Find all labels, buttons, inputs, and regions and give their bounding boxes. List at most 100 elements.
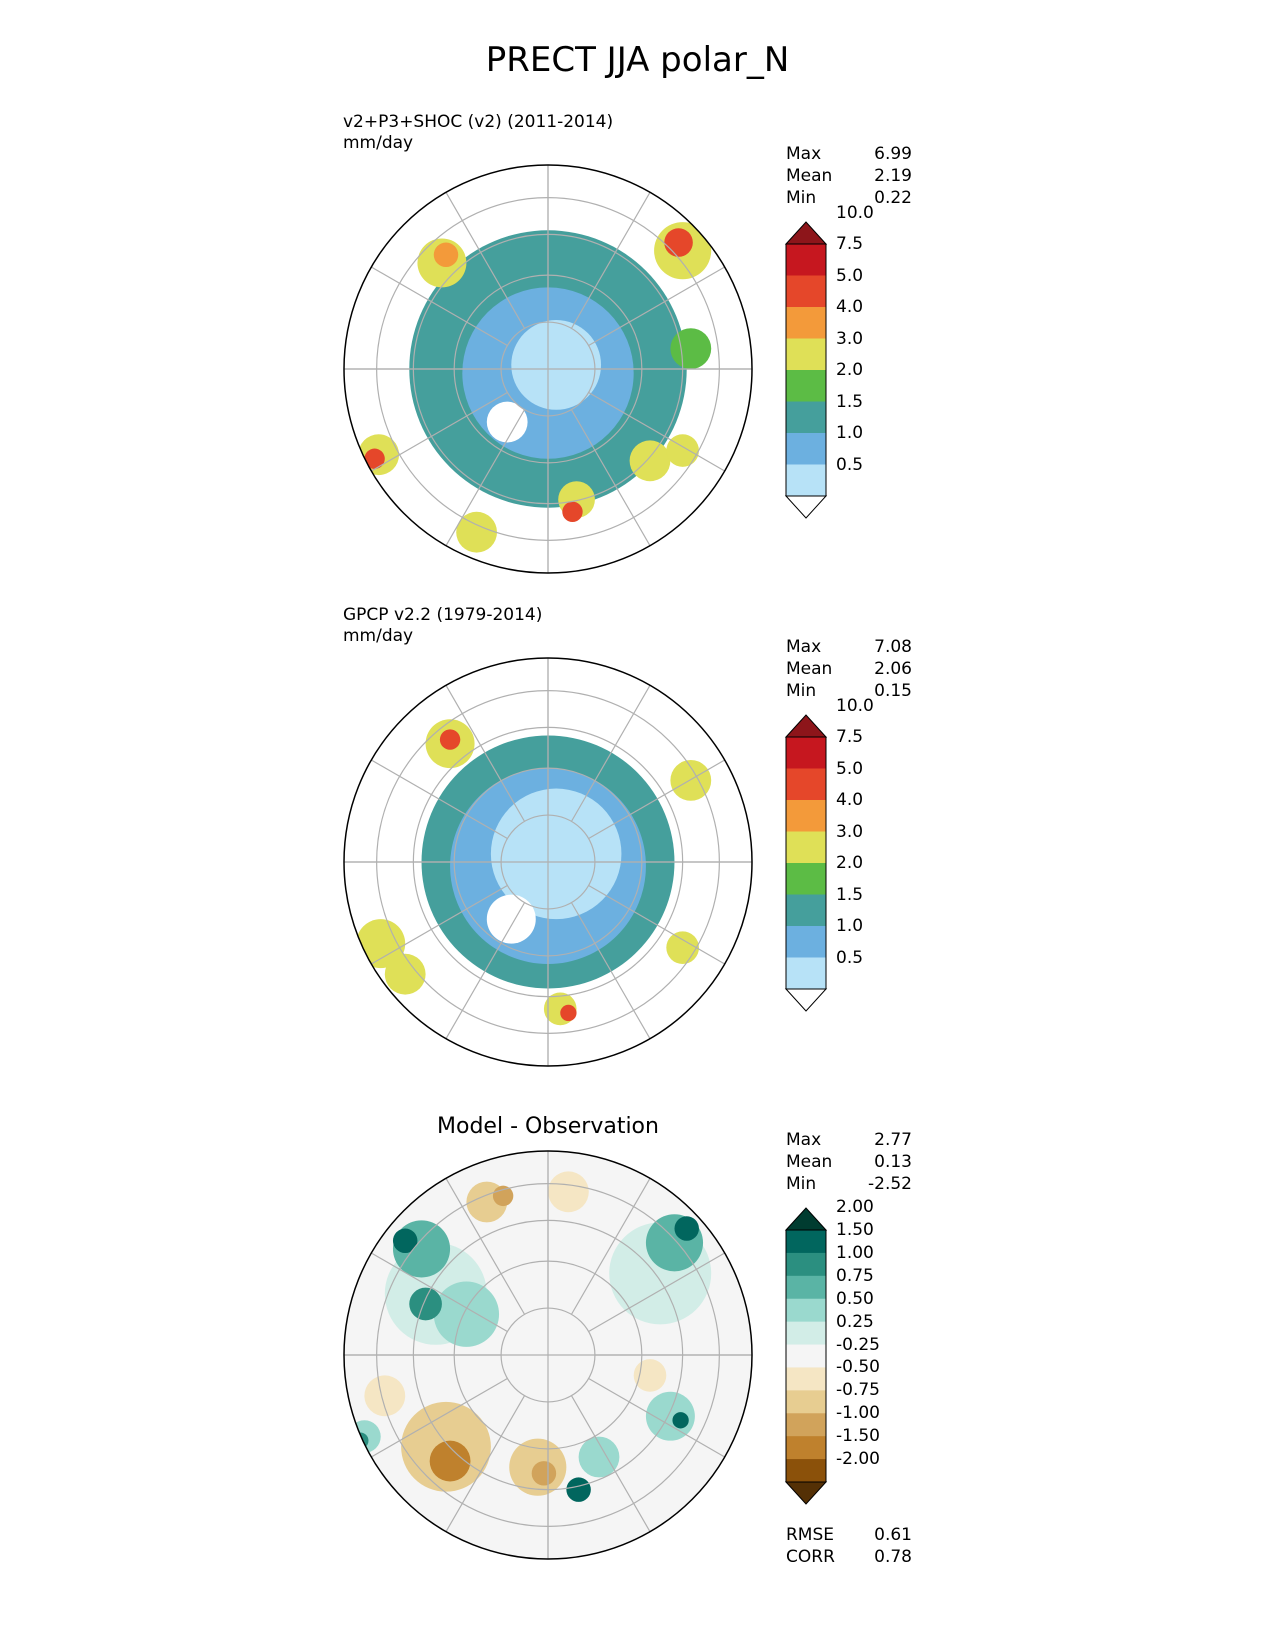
colorbar-tick-label: 4.0 — [836, 790, 864, 810]
colorbar-labels: 0.5 1.0 1.5 2.0 3.0 4.0 5.0 7.5 10.0 — [836, 203, 916, 520]
map-region — [664, 228, 693, 257]
colorbar-band — [786, 1459, 826, 1483]
map-region — [670, 760, 712, 801]
colorbar-tick-label: 4.0 — [836, 297, 864, 317]
longitude-gridline — [371, 1377, 508, 1458]
colorbar-tick-label: 3.0 — [836, 328, 864, 349]
map-region — [384, 953, 426, 995]
longitude-gridline — [445, 192, 526, 329]
colorbar-tick-label: 3.0 — [836, 821, 864, 842]
panel-model: v2+P3+SHOC (v2) (2011-2014) mm/day Max 6.… — [0, 110, 1275, 580]
stat-max: Max 2.77 — [786, 1130, 912, 1150]
longitude-gridline — [445, 902, 526, 1039]
colorbar-tick-label: 1.0 — [836, 916, 864, 936]
longitude-gridline — [588, 759, 725, 840]
polar-map — [343, 657, 753, 1067]
stat-min: Min 0.22 — [786, 188, 912, 208]
colorbar — [784, 221, 828, 519]
longitude-gridline — [371, 391, 508, 472]
panel-observation: GPCP v2.2 (1979-2014) mm/day Max 7.08 Mea… — [0, 603, 1275, 1073]
map-region — [356, 919, 406, 969]
map-region — [666, 931, 699, 964]
panel-title: v2+P3+SHOC (v2) (2011-2014) mm/day — [343, 112, 613, 154]
colorbar-frame — [785, 1229, 827, 1483]
map-region — [364, 1375, 406, 1417]
panel-title-text: Model - Observation — [437, 1114, 659, 1139]
colorbar-band — [786, 464, 826, 497]
map-boundary — [343, 164, 753, 574]
colorbar-band — [786, 863, 826, 895]
map-region — [511, 320, 602, 410]
map-region — [392, 1228, 418, 1253]
panel-units: mm/day — [343, 133, 414, 153]
colorbar-labels: -2.00 -1.50 -1.00 -0.75 -0.50 -0.25 0.25 0.50 0.… — [836, 1197, 916, 1506]
longitude-gridline — [588, 884, 725, 965]
map-region — [548, 1171, 589, 1213]
polar-map — [343, 1150, 753, 1560]
longitude-gridline — [371, 1252, 508, 1333]
longitude-gridline — [588, 1252, 725, 1333]
colorbar-band — [786, 1436, 826, 1460]
colorbar-tick-label: 1.0 — [836, 423, 864, 443]
map-region — [486, 894, 536, 944]
longitude-gridline — [445, 409, 526, 546]
colorbar-band — [786, 307, 826, 339]
colorbar-band — [786, 800, 826, 832]
longitude-gridline — [371, 884, 508, 965]
colorbar-tick-label: 0.5 — [836, 947, 864, 968]
map-region — [629, 440, 671, 482]
longitude-gridline — [588, 266, 725, 347]
colorbar-band — [786, 894, 826, 927]
map-region — [409, 1287, 442, 1321]
longitude-gridline — [570, 409, 651, 546]
longitude-gridline — [445, 1178, 526, 1315]
colorbar-tick-label: -0.50 — [836, 1357, 880, 1378]
colorbar-band — [786, 957, 826, 990]
colorbar-frame — [785, 243, 827, 497]
colorbar-band — [786, 275, 826, 308]
colorbar-band — [786, 370, 826, 402]
colorbar-tick-label: 0.50 — [836, 1288, 874, 1309]
colorbar-band — [786, 1252, 826, 1277]
panel-title-text: v2+P3+SHOC (v2) (2011-2014) — [343, 112, 614, 132]
longitude-gridline — [445, 685, 526, 822]
colorbar-band — [786, 401, 826, 434]
colorbar — [784, 714, 828, 1012]
longitude-gridline — [371, 266, 508, 347]
map-region — [560, 1004, 577, 1022]
longitude-gridline — [570, 902, 651, 1039]
figure-title: PRECT JJA polar_N — [485, 40, 790, 80]
colorbar-tick-label: -0.25 — [836, 1334, 880, 1355]
colorbar-tick-label: -2.00 — [836, 1449, 880, 1470]
colorbar-extend-bottom — [784, 495, 828, 519]
colorbar-tick-label: 5.0 — [836, 758, 864, 779]
map-region — [433, 1281, 500, 1347]
colorbar-tick-label: 1.5 — [836, 391, 864, 412]
map-boundary — [343, 657, 753, 1067]
stats-box: Max 6.99 Mean 2.19 Min 0.22 — [786, 143, 912, 209]
map-region — [633, 1359, 667, 1392]
colorbar-band — [786, 1298, 826, 1323]
colorbar-tick-label: 1.50 — [836, 1220, 874, 1240]
longitude-gridline — [445, 1395, 526, 1532]
longitude-gridline — [588, 1377, 725, 1458]
polar-map — [343, 164, 753, 574]
map-region — [666, 434, 699, 467]
colorbar-band — [786, 768, 826, 801]
colorbar-tick-label: 2.00 — [836, 1197, 874, 1218]
longitude-gridline — [570, 685, 651, 822]
colorbar-extend-top — [784, 714, 828, 738]
stat-rmse: RMSE 0.61 — [786, 1525, 912, 1545]
colorbar-band — [786, 926, 826, 958]
colorbar-tick-label: 2.0 — [836, 853, 864, 873]
colorbar-band — [786, 737, 826, 769]
map-region — [456, 511, 497, 553]
colorbar-band — [786, 1413, 826, 1437]
stat-max: Max 6.99 — [786, 144, 912, 164]
stat-mean: Mean 2.19 — [786, 166, 912, 186]
map-region — [566, 1477, 591, 1502]
map-region — [439, 729, 461, 750]
longitude-gridline — [570, 192, 651, 329]
panel-title: GPCP v2.2 (1979-2014) mm/day — [343, 605, 542, 647]
colorbar-tick-label: 0.25 — [836, 1311, 874, 1332]
